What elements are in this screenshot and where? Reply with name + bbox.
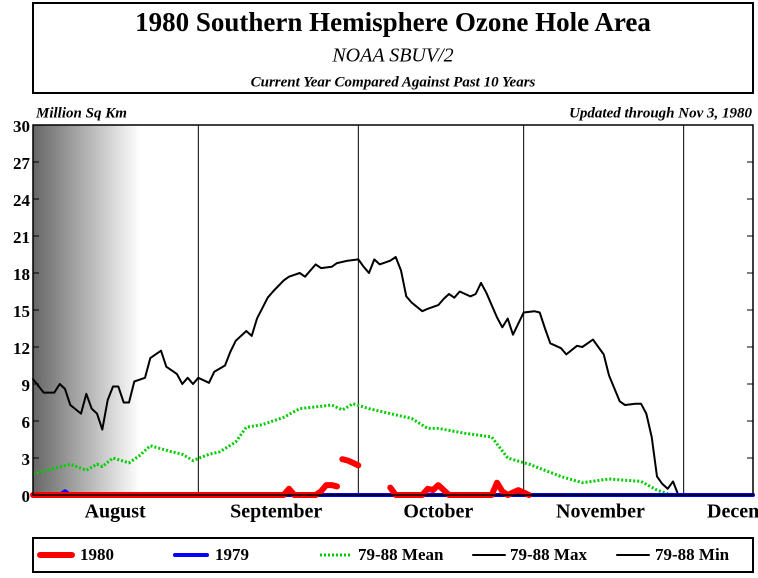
title-box [32,2,754,94]
plot-area [30,124,755,498]
series-line [32,256,680,496]
y-tick-label: 21 [13,228,30,247]
y-tick-label: 6 [22,413,31,432]
series-line [32,402,679,497]
x-tick-label: November [556,501,645,523]
shaded-band [33,125,140,495]
y-axis-label: Million Sq Km [35,105,127,121]
x-tick-label: September [230,501,322,523]
series-line [387,479,532,498]
legend: 1980 1979 79-88 Mean 79-88 Max 79-88 Min [37,545,730,564]
legend-label: 79-88 Mean [358,545,444,564]
annotation: Updated through Nov 3, 1980 [569,105,752,121]
legend-label: 79-88 Max [510,545,587,564]
chart-subtitle: NOAA SBUV/2 [331,45,453,67]
x-tick-label: August [85,501,146,523]
y-tick-label: 27 [13,154,31,173]
series-line [339,456,362,469]
y-tick-label: 30 [13,117,30,136]
legend-label: 1979 [215,545,249,564]
y-tick-label: 15 [13,302,30,321]
y-tick-label: 18 [13,265,30,284]
legend-label: 79-88 Min [655,545,730,564]
x-tick-label: December [707,501,758,523]
y-tick-label: 12 [13,339,30,358]
plot-frame [32,124,754,496]
y-tick-label: 24 [13,191,31,210]
chart-caption: Current Year Compared Against Past 10 Ye… [251,74,536,90]
legend-box [32,537,754,573]
y-tick-label: 9 [22,376,31,395]
y-tick-label: 3 [22,450,31,469]
x-tick-label: October [403,501,473,523]
legend-label: 1980 [80,545,114,564]
chart-title: 1980 Southern Hemisphere Ozone Hole Area [135,7,651,37]
y-tick-label: 0 [22,487,31,506]
